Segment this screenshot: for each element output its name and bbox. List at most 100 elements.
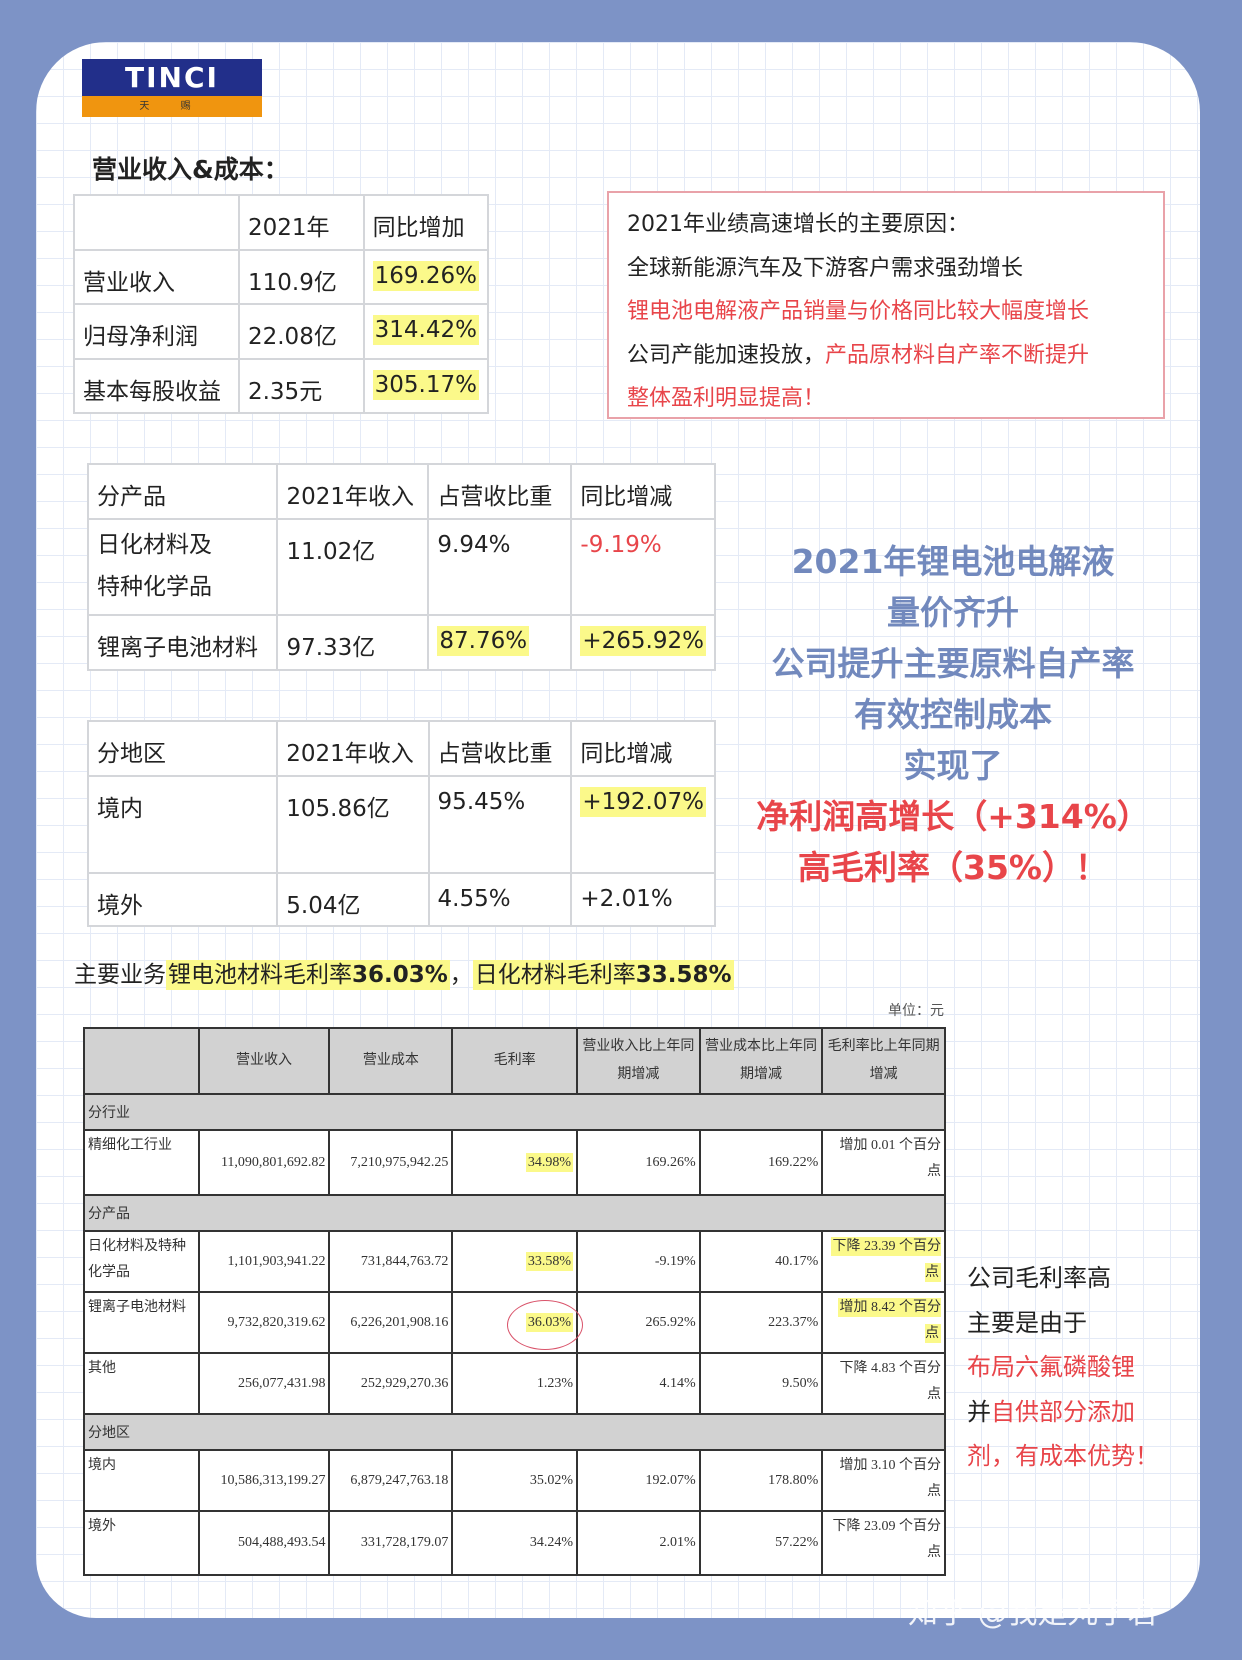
header-cell: 2021年收入 <box>276 463 430 520</box>
section-row: 分地区 <box>83 1413 946 1451</box>
summary-line: 公司提升主要原料自产率 <box>771 644 1135 683</box>
table-cell: 731,844,763.72 <box>328 1230 454 1293</box>
cell-text: 日化材料及特种化学品 <box>88 1239 186 1280</box>
logo-brand: TINCI <box>82 59 262 96</box>
table-cell: 精细化工行业 <box>83 1129 200 1196</box>
header-cell <box>73 194 240 251</box>
note-text-red: 自供部分添加 <box>991 1397 1135 1426</box>
cell-text: 331,728,179.07 <box>360 1535 449 1550</box>
reason-line: 锂电池电解液产品销量与价格同比较大幅度增长 <box>627 299 1090 324</box>
table-cell: 6,879,247,763.18 <box>328 1449 454 1512</box>
cell-text: 6,879,247,763.18 <box>350 1472 449 1488</box>
growth-cell: 314.42% <box>362 303 490 360</box>
table-cell: 11,090,801,692.82 <box>197 1129 331 1196</box>
cell-text: 2.01% <box>659 1535 696 1550</box>
cell-text: 40.17% <box>775 1253 819 1269</box>
reason-line: 公司产能加速投放，产品原材料自产率不断提升 <box>627 334 1145 378</box>
cell-text: 1,101,903,941.22 <box>227 1253 326 1269</box>
value-cell: 110.9亿 <box>237 249 365 305</box>
cell-text: 下降 23.09 个百分点 <box>832 1519 942 1560</box>
table-row: 境外 504,488,493.54 331,728,179.07 34.24% 2.01… <box>83 1510 946 1576</box>
cell-text: 252,929,270.36 <box>360 1375 449 1391</box>
table-cell: 33.58% <box>451 1230 578 1293</box>
table-cell: 223.37% <box>698 1291 824 1354</box>
highlighted-value: 314.42% <box>372 315 479 345</box>
margin-value: 36.03% <box>352 962 448 988</box>
section-label: 分地区 <box>83 1413 946 1451</box>
highlighted-value: +192.07% <box>580 787 706 817</box>
table-cell: 178.80% <box>698 1449 824 1512</box>
summary-text: 2021年锂电池电解液 量价齐升 公司提升主要原料自产率 有效控制成本 实现了 … <box>740 536 1166 893</box>
header-cell: 营业成本比上年同期增减 <box>698 1027 824 1095</box>
section-row: 分行业 <box>83 1093 946 1131</box>
cell-text: 256,077,431.98 <box>237 1375 326 1391</box>
cell-text: 6,226,201,908.16 <box>350 1314 449 1330</box>
table-cell: 境外 <box>83 1510 200 1576</box>
table-cell: 192.07% <box>576 1449 701 1512</box>
table-cell: 1,101,903,941.22 <box>197 1230 331 1293</box>
change-cell: +265.92% <box>570 614 716 671</box>
cell-text: 境内 <box>88 1458 116 1473</box>
cell-text: 178.80% <box>768 1472 819 1488</box>
cell-text: 增加 3.10 个百分点 <box>839 1458 942 1499</box>
row-label: 基本每股收益 <box>73 358 240 414</box>
table-cell: 1.23% <box>451 1352 578 1415</box>
cell-text: 192.07% <box>645 1472 696 1488</box>
note-text: 并 <box>967 1397 991 1426</box>
note-line: 并自供部分添加 <box>967 1390 1159 1435</box>
cell-text: 精细化工行业 <box>88 1138 172 1153</box>
cell-text: 其他 <box>88 1361 116 1376</box>
table-cell: 2.01% <box>576 1510 701 1576</box>
row-label: 日化材料及 特种化学品 <box>86 518 279 616</box>
table-cell: 169.26% <box>576 1129 701 1196</box>
cell-text: 1.23% <box>536 1375 573 1391</box>
header-cell: 营业成本 <box>328 1027 454 1095</box>
highlight-circle <box>507 1300 583 1350</box>
table-cell: 40.17% <box>698 1230 824 1293</box>
summary-line: 量价齐升 <box>887 593 1019 632</box>
cell-text: 34.98% <box>525 1152 573 1172</box>
table-cell: 境内 <box>83 1449 200 1512</box>
cell-text: 57.22% <box>775 1535 819 1550</box>
table-cell: 增加 3.10 个百分点 <box>821 1449 946 1512</box>
table-cell: 169.22% <box>698 1129 824 1196</box>
table-cell: 10,586,313,199.27 <box>197 1449 331 1512</box>
table-cell: 增加 8.42 个百分点 <box>821 1291 946 1354</box>
header-cell: 分地区 <box>86 720 279 777</box>
change-cell: -9.19% <box>570 518 716 616</box>
reason-line: 整体盈利明显提高！ <box>627 386 826 411</box>
table-cell: 265.92% <box>576 1291 701 1354</box>
cell-text: 504,488,493.54 <box>237 1535 326 1550</box>
table-cell: 4.14% <box>576 1352 701 1415</box>
cell-text: 34.24% <box>529 1535 573 1550</box>
revenue-table: 2021年 同比增加 营业收入 110.9亿 169.26% 归母净利润 22.08亿 3… <box>73 194 490 414</box>
cell-text: 9,732,820,319.62 <box>227 1314 326 1330</box>
reasons-box: 2021年业绩高速增长的主要原因： 全球新能源汽车及下游客户需求强劲增长 锂电池… <box>607 191 1165 419</box>
summary-line-red: 净利润高增长（+314%） <box>756 797 1150 836</box>
reason-line: 全球新能源汽车及下游客户需求强劲增长 <box>627 255 1024 281</box>
header-cell: 同比增减 <box>570 463 716 520</box>
summary-line: 有效控制成本 <box>854 695 1052 734</box>
header-cell: 同比增减 <box>570 720 716 777</box>
table-row: 境内 10,586,313,199.27 6,879,247,763.18 35.02… <box>83 1449 946 1512</box>
table-header-row: 营业收入 营业成本 毛利率 营业收入比上年同期增减 营业成本比上年同期增减 毛利率比上年同… <box>83 1027 946 1095</box>
watermark: 知乎 @我是丸子君 <box>908 1596 1158 1631</box>
note-line: 主要是由于 <box>967 1308 1087 1337</box>
table-row: 其他 256,077,431.98 252,929,270.36 1.23% 4.14%… <box>83 1352 946 1415</box>
header-cell: 占营收比重 <box>427 720 573 777</box>
table-cell: 6,226,201,908.16 <box>328 1291 454 1354</box>
table-cell: 252,929,270.36 <box>328 1352 454 1415</box>
unit-label: 单位：元 <box>888 1003 944 1019</box>
logo-sub: 天 赐 <box>82 96 262 117</box>
header-cell: 同比增加 <box>362 194 490 251</box>
cell-text: 10,586,313,199.27 <box>220 1472 326 1488</box>
change-cell: +2.01% <box>570 872 716 927</box>
cell-text: 下降 23.39 个百分点 <box>830 1237 941 1282</box>
value-cell: 2.35元 <box>237 358 365 414</box>
section-label: 分行业 <box>83 1093 946 1131</box>
cell-text: 增加 8.42 个百分点 <box>837 1298 941 1343</box>
header-cell: 占营收比重 <box>427 463 573 520</box>
cell-text: 11,090,801,692.82 <box>220 1154 326 1170</box>
reason-text-red: 产品原材料自产率不断提升 <box>825 342 1090 368</box>
table-cell: 35.02% <box>451 1449 578 1512</box>
